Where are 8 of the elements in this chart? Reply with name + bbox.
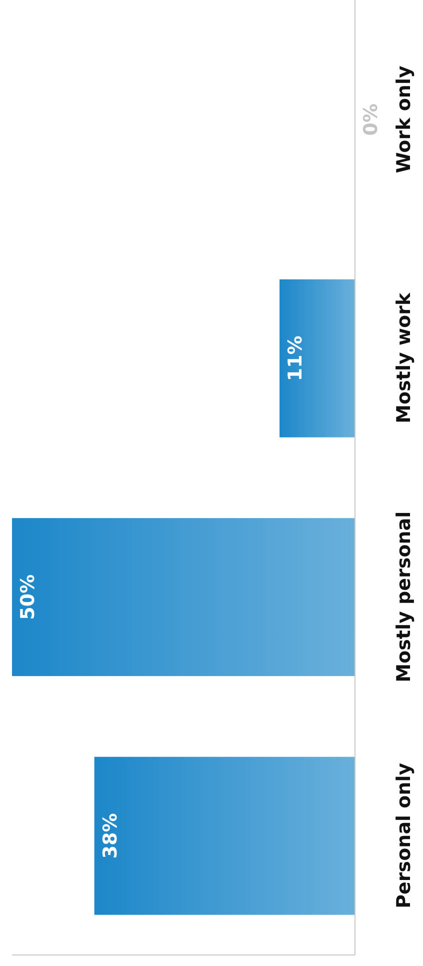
y-tick-label: Mostly personal	[393, 511, 416, 682]
y-tick-label: Mostly work	[393, 292, 416, 424]
data-label: 38%	[100, 813, 122, 859]
y-tick-label: Work only	[393, 65, 416, 174]
data-label: 50%	[17, 574, 40, 620]
y-tick-label: Personal only	[393, 762, 416, 908]
data-label: 0%	[360, 103, 382, 136]
data-label: 11%	[284, 336, 307, 382]
